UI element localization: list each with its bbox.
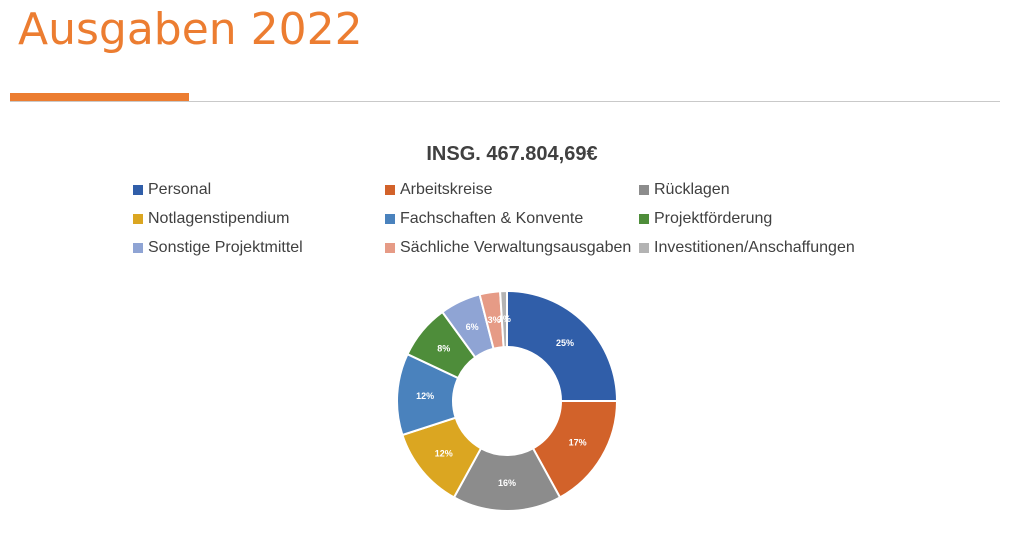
legend-label: Fachschaften & Konvente — [400, 210, 584, 227]
title-accent-bar — [10, 93, 189, 101]
chart-legend: Personal Arbeitskreise Rücklagen Notlage… — [133, 180, 893, 258]
legend-item-saechliche: Sächliche Verwaltungsausgaben — [385, 238, 639, 258]
legend-item-projektfoerderung: Projektförderung — [639, 209, 893, 229]
legend-label: Sonstige Projektmittel — [148, 239, 303, 256]
legend-label: Investitionen/Anschaffungen — [654, 239, 855, 256]
legend-label: Personal — [148, 181, 212, 198]
chart-title: INSG. 467.804,69€ — [426, 143, 598, 165]
legend-item-fachschaften: Fachschaften & Konvente — [385, 209, 639, 229]
legend-label: Projektförderung — [654, 210, 773, 227]
data-label-6: 8% — [437, 344, 450, 354]
data-label-1: 25% — [556, 338, 574, 348]
legend-item-personal: Personal — [133, 180, 385, 200]
slide-title: Ausgaben 2022 — [18, 4, 363, 55]
data-label-5: 12% — [416, 391, 434, 401]
legend-swatch — [639, 185, 649, 195]
legend-label: Sächliche Verwaltungsausgaben — [400, 239, 632, 256]
data-label-4: 12% — [435, 448, 453, 458]
legend-swatch — [385, 214, 395, 224]
legend-item-arbeitskreise: Arbeitskreise — [385, 180, 639, 200]
legend-item-sonstige: Sonstige Projektmittel — [133, 238, 385, 258]
legend-item-investitionen: Investitionen/Anschaffungen — [639, 238, 893, 258]
data-label-9: 1% — [498, 314, 511, 324]
title-divider — [10, 101, 1000, 102]
data-label-2: 17% — [569, 438, 587, 448]
legend-swatch — [385, 185, 395, 195]
legend-swatch — [639, 243, 649, 253]
donut-slice-9 — [499, 289, 508, 349]
legend-swatch — [133, 185, 143, 195]
legend-swatch — [639, 214, 649, 224]
legend-swatch — [385, 243, 395, 253]
donut-slices — [396, 289, 619, 512]
data-label-3: 16% — [498, 478, 516, 488]
legend-swatch — [133, 214, 143, 224]
legend-item-notlagenstipendium: Notlagenstipendium — [133, 209, 385, 229]
data-label-7: 6% — [466, 322, 479, 332]
legend-item-ruecklagen: Rücklagen — [639, 180, 893, 200]
legend-swatch — [133, 243, 143, 253]
data-label-8: 3% — [488, 315, 501, 325]
legend-label: Notlagenstipendium — [148, 210, 290, 227]
donut-slice-1 — [506, 289, 619, 402]
legend-label: Rücklagen — [654, 181, 730, 198]
legend-label: Arbeitskreise — [400, 181, 493, 198]
donut-data-labels: 25% 17% 16% 12% 12% 8% 6% 3%1% — [416, 314, 586, 488]
